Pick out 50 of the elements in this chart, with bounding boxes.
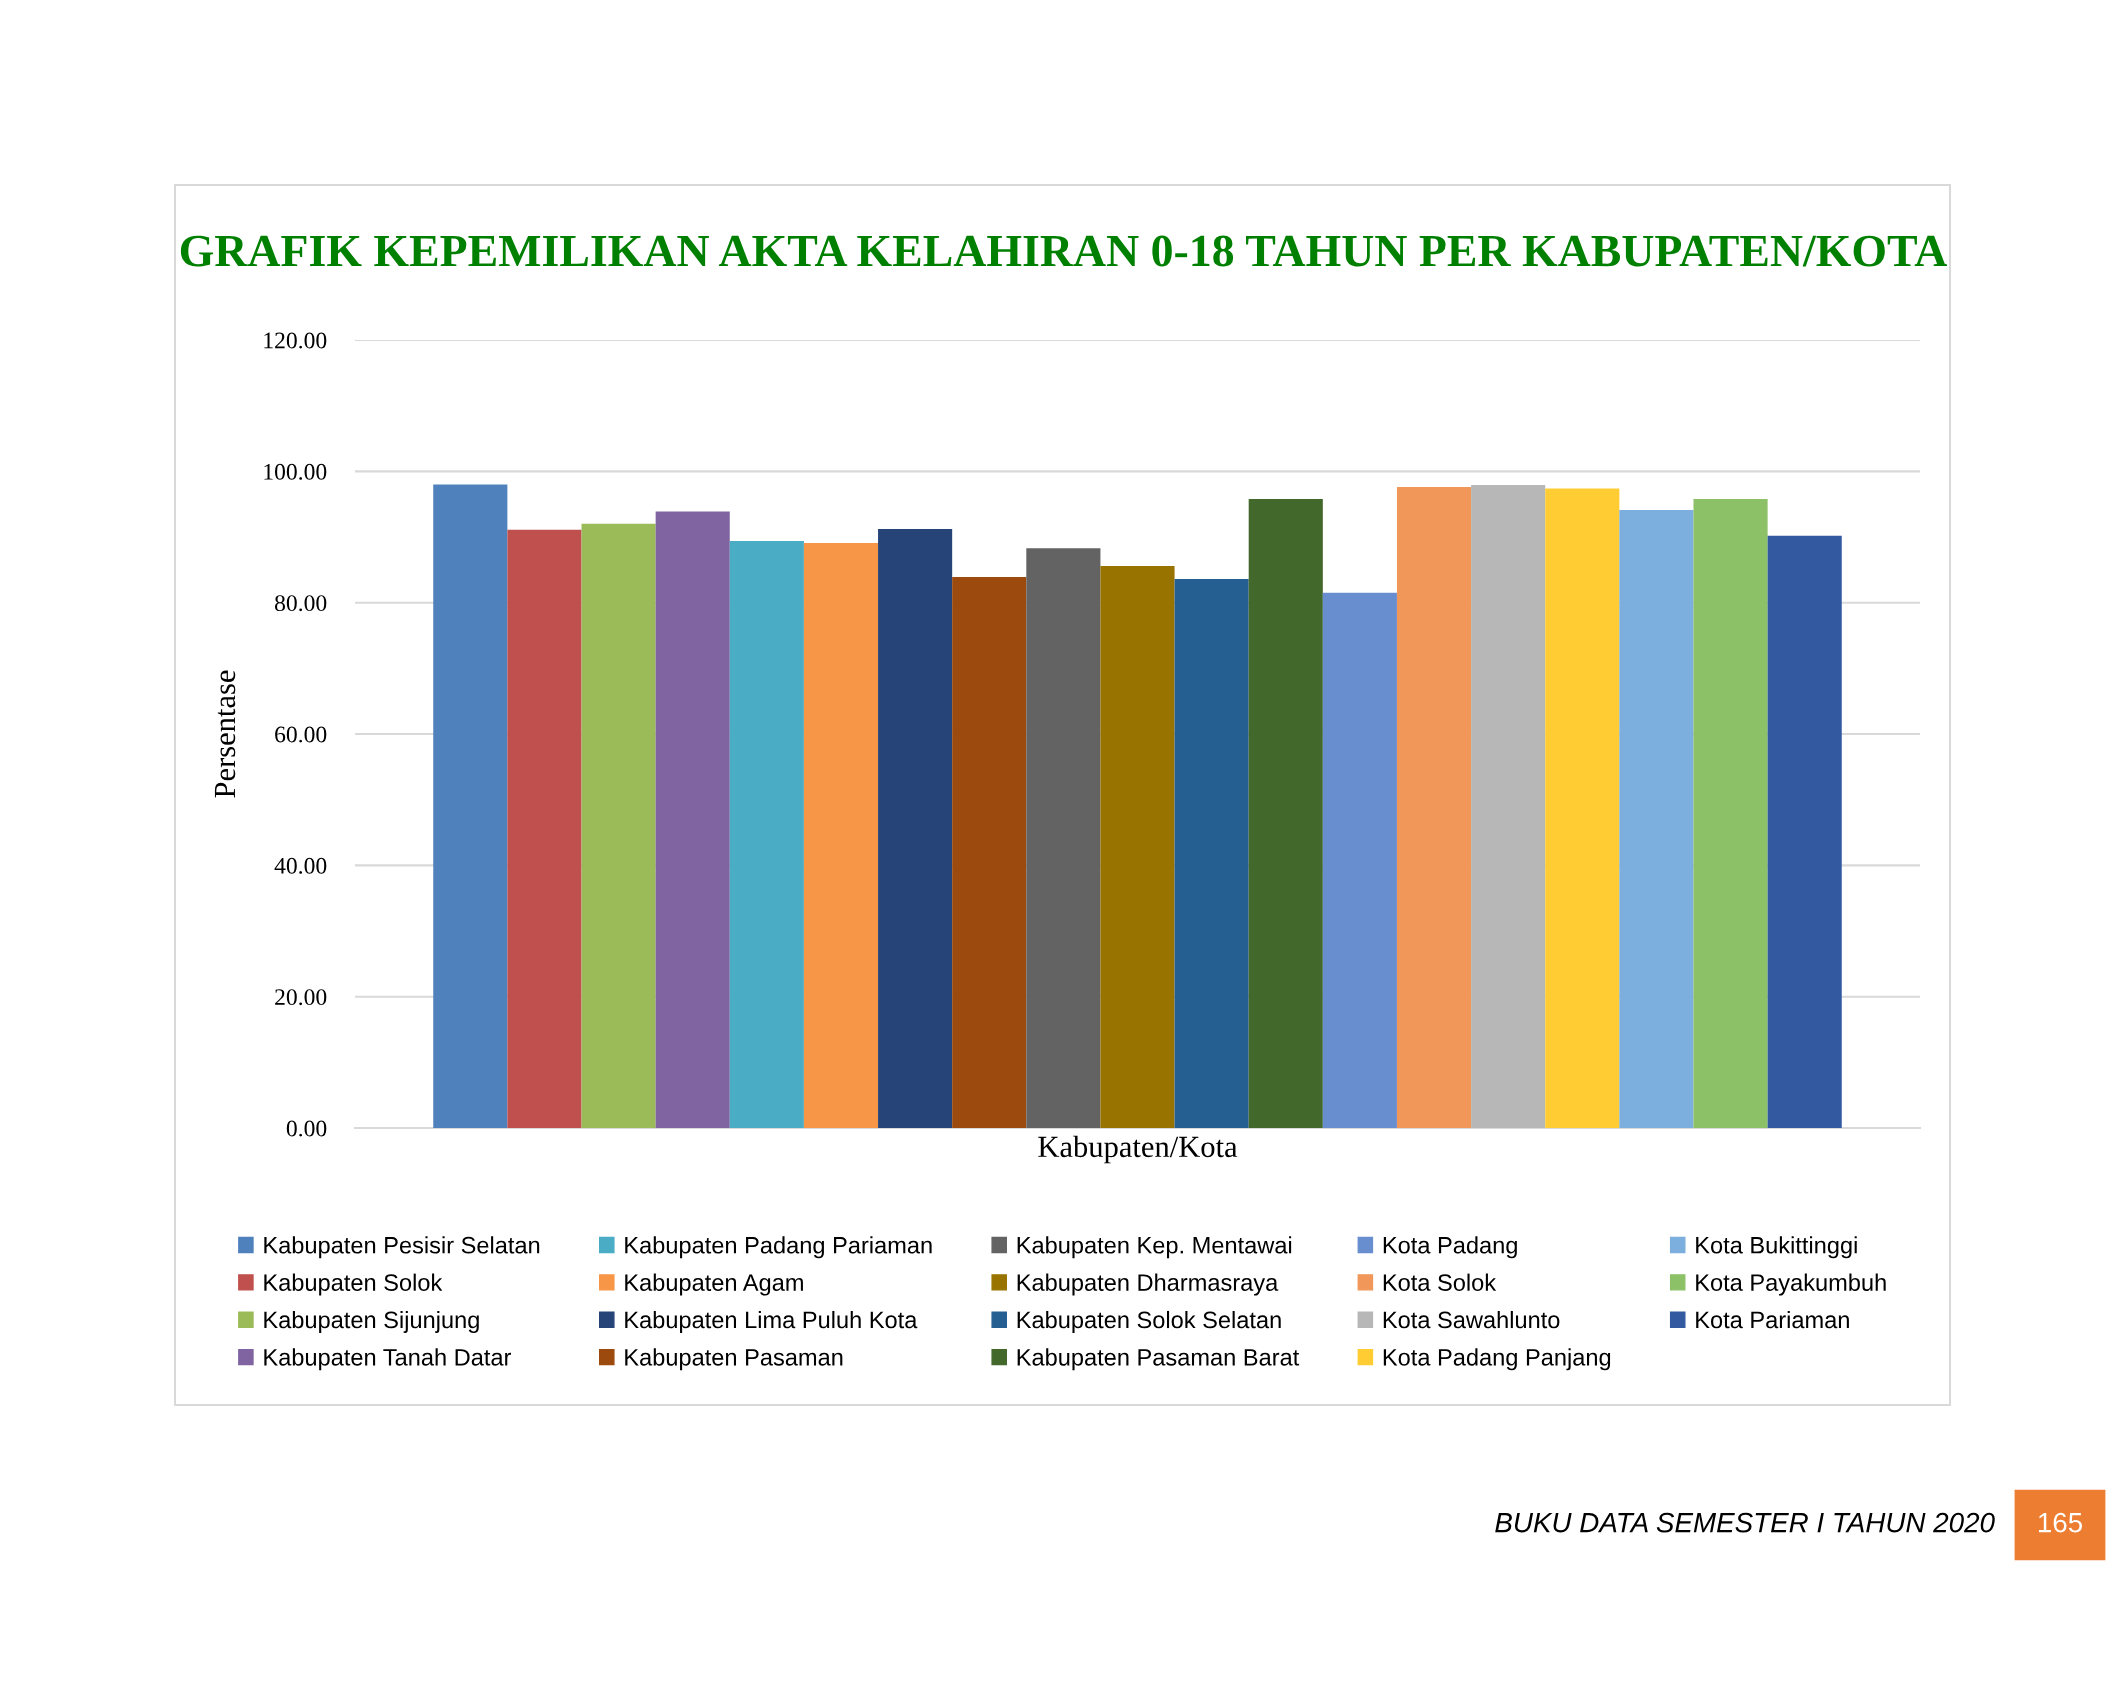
- legend-label: Kota Padang: [1383, 1236, 1517, 1259]
- legend-label: Kabupaten Tanah Datar: [264, 1348, 512, 1371]
- legend-label: Kabupaten Pasaman: [625, 1348, 843, 1371]
- x-axis-title: Kabupaten/Kota: [1038, 1135, 1238, 1164]
- legend-label: Kabupaten Pesisir Selatan: [264, 1236, 540, 1259]
- bar: [1619, 510, 1694, 1128]
- legend-label: Kabupaten Solok: [264, 1273, 443, 1296]
- y-tick-label: 100.00: [264, 463, 327, 480]
- bar: [507, 529, 582, 1128]
- y-tick-label: 0.00: [286, 1120, 327, 1137]
- bar: [1767, 535, 1842, 1128]
- y-tick-label: 20.00: [275, 989, 327, 1006]
- legend-label: Kota Bukittinggi: [1696, 1236, 1857, 1259]
- legend-label: Kabupaten Agam: [625, 1273, 803, 1296]
- y-axis-title: Persentase: [214, 670, 236, 798]
- bar: [803, 542, 879, 1128]
- text: BUKU DATA SEMESTER I TAHUN 2020: [1495, 1512, 1995, 1533]
- y-tick-label: 60.00: [275, 726, 327, 743]
- bar: [729, 540, 804, 1128]
- chart-title: GRAFIK KEPEMILIKAN AKTA KELAHIRAN 0-18 TAHUN PER KABUPATEN/KOTA: [180, 235, 1947, 267]
- bar: [433, 484, 508, 1128]
- y-tick-label: 40.00: [274, 857, 327, 874]
- bar: [655, 511, 730, 1128]
- y-tick-label: 80.00: [275, 595, 327, 612]
- legend-label: Kota Solok: [1383, 1273, 1497, 1291]
- legend-label: Kabupaten Pasaman Barat: [1017, 1348, 1300, 1371]
- bar: [1471, 485, 1546, 1128]
- bar: [1248, 498, 1323, 1128]
- bar: [1100, 565, 1175, 1128]
- legend-label: Kabupaten Sijunjung: [264, 1310, 479, 1333]
- legend-label: Kabupaten Padang Pariaman: [625, 1236, 932, 1259]
- legend-label: Kota Pariaman: [1696, 1310, 1849, 1329]
- y-tick-label: 120.00: [264, 332, 327, 349]
- bar: [878, 529, 953, 1128]
- legend-label: Kabupaten Dharmasraya: [1017, 1273, 1279, 1296]
- bar: [581, 523, 656, 1128]
- legend-label: Kota Padang Panjang: [1383, 1348, 1611, 1371]
- bar: [1026, 548, 1101, 1128]
- bar: [1693, 498, 1768, 1128]
- legend-label: Kota Payakumbuh: [1696, 1273, 1886, 1296]
- bar: [1322, 592, 1397, 1128]
- legend-label: Kabupaten Lima Puluh Kota: [625, 1310, 918, 1333]
- bar: [1174, 579, 1249, 1128]
- legend-label: Kabupaten Kep. Mentawai: [1017, 1236, 1292, 1259]
- legend-label: Kabupaten Solok Selatan: [1017, 1310, 1281, 1333]
- legend-label: Kota Sawahlunto: [1383, 1310, 1560, 1329]
- text: 165: [2038, 1512, 2083, 1533]
- bar: [952, 577, 1027, 1128]
- bar: [1396, 487, 1472, 1128]
- bar: [1545, 488, 1620, 1128]
